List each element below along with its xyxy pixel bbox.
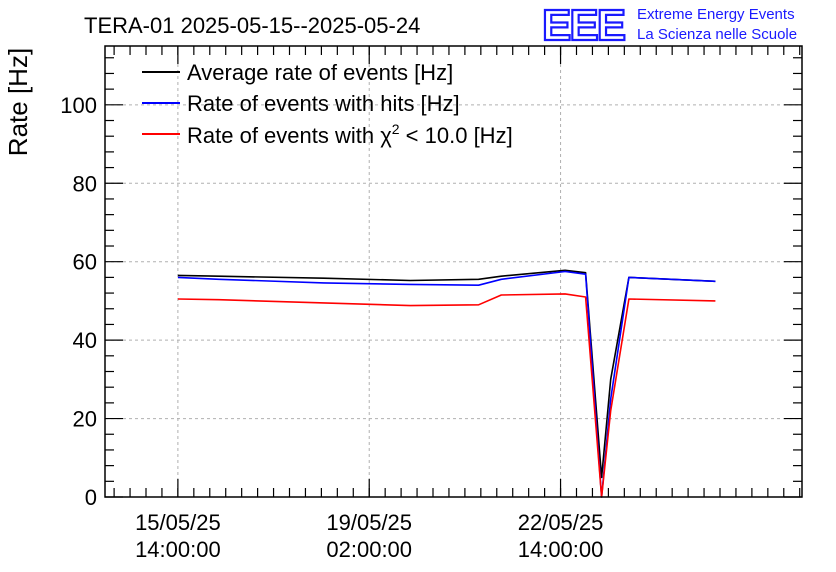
legend-chi2-main: Rate of events with χ (187, 123, 392, 148)
legend-label-hits: Rate of events with hits [Hz] (187, 91, 460, 116)
series-layer (177, 269, 716, 498)
y-axis-title: Rate [Hz] (3, 48, 33, 156)
y-tick-label: 40 (73, 328, 97, 353)
y-tick-label: 0 (85, 485, 97, 510)
y-tick-label: 100 (60, 93, 97, 118)
brand-line-1: Extreme Energy Events (637, 6, 795, 23)
series-line-2 (177, 293, 716, 498)
x-tick-label-time: 14:00:00 (518, 537, 604, 562)
chart-title: TERA-01 2025-05-15--2025-05-24 (84, 13, 420, 38)
eee-logo-mark: EEE (542, 1, 625, 50)
y-tick-label: 80 (73, 171, 97, 196)
legend-label-chi2: Rate of events with χ2 < 10.0 [Hz] (187, 121, 513, 148)
axes: 02040608010015/05/2514:00:0019/05/2502:0… (60, 45, 803, 562)
x-tick-label-date: 15/05/25 (135, 510, 221, 535)
y-tick-label: 60 (73, 250, 97, 275)
y-tick-label: 20 (73, 407, 97, 432)
legend-chi2-sup: 2 (392, 121, 400, 137)
legend: Average rate of events [Hz] Rate of even… (142, 60, 513, 148)
series-line-1 (177, 270, 716, 498)
legend-chi2-rest: < 10.0 [Hz] (400, 123, 513, 148)
grid (105, 46, 802, 497)
x-tick-label-date: 22/05/25 (518, 510, 604, 535)
x-tick-label-time: 14:00:00 (135, 537, 221, 562)
plot-frame (104, 45, 803, 498)
legend-label-average: Average rate of events [Hz] (187, 60, 453, 85)
series-line-0 (177, 269, 716, 479)
x-tick-label-date: 19/05/25 (326, 510, 412, 535)
eee-logo: EEE Extreme Energy Events La Scienza nel… (541, 0, 797, 51)
brand-line-2: La Scienza nelle Scuole (637, 26, 797, 43)
x-tick-label-time: 02:00:00 (326, 537, 412, 562)
